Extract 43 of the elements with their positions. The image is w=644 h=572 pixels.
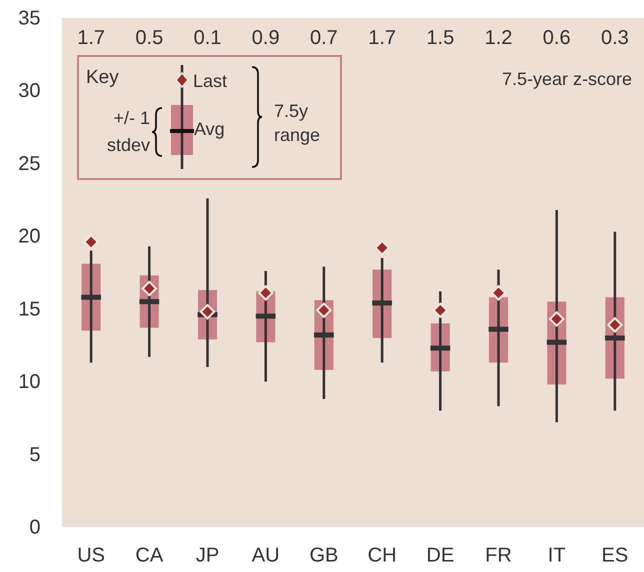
y-tick-label: 35 bbox=[18, 8, 40, 30]
annotation: 1.2 bbox=[484, 27, 512, 49]
y-tick-label: 20 bbox=[18, 226, 40, 248]
x-tick-label: AU bbox=[252, 544, 280, 566]
annotation: 0.9 bbox=[252, 27, 280, 49]
annotation: 1.5 bbox=[426, 27, 454, 49]
x-tick-label: US bbox=[77, 544, 105, 566]
x-tick-label: DE bbox=[426, 544, 454, 566]
point bbox=[548, 311, 564, 327]
point bbox=[490, 285, 506, 301]
x-tick-label: FR bbox=[485, 544, 512, 566]
annotation: 0.7 bbox=[310, 27, 338, 49]
y-tick-label: 10 bbox=[18, 371, 40, 394]
annotation: 0.6 bbox=[542, 27, 571, 49]
point bbox=[258, 285, 274, 301]
legend-title: Key bbox=[86, 67, 119, 89]
annotation: 7.5-year z-score bbox=[502, 69, 632, 89]
annotation: +/- 1 stdev bbox=[106, 107, 150, 157]
y-tick-label: 5 bbox=[29, 444, 40, 466]
annotation: 0.3 bbox=[600, 27, 629, 49]
point bbox=[142, 280, 158, 296]
point bbox=[432, 302, 448, 318]
point bbox=[374, 240, 390, 256]
annotation: 1.7 bbox=[368, 27, 396, 49]
y-tick-label: 15 bbox=[18, 298, 40, 320]
annotation: Avg bbox=[194, 119, 225, 140]
y-tick-label: 25 bbox=[18, 152, 40, 175]
x-tick-label: CA bbox=[135, 544, 164, 566]
point bbox=[316, 302, 332, 318]
y-tick-label: 0 bbox=[29, 516, 40, 538]
x-tick-label: GB bbox=[309, 544, 338, 566]
annotation: 7.5y range bbox=[274, 100, 322, 147]
legend-label: Last bbox=[193, 71, 228, 92]
x-tick-label: IT bbox=[548, 544, 566, 566]
point bbox=[83, 234, 99, 250]
annotation: 0.1 bbox=[194, 27, 222, 49]
x-tick-label: JP bbox=[196, 544, 220, 566]
annotation: 1.7 bbox=[77, 27, 106, 49]
point bbox=[607, 317, 623, 333]
y-tick-label: 30 bbox=[18, 80, 40, 102]
x-tick-label: CH bbox=[368, 544, 397, 566]
annotation: 0.5 bbox=[135, 27, 164, 49]
x-tick-label: ES bbox=[602, 544, 628, 566]
